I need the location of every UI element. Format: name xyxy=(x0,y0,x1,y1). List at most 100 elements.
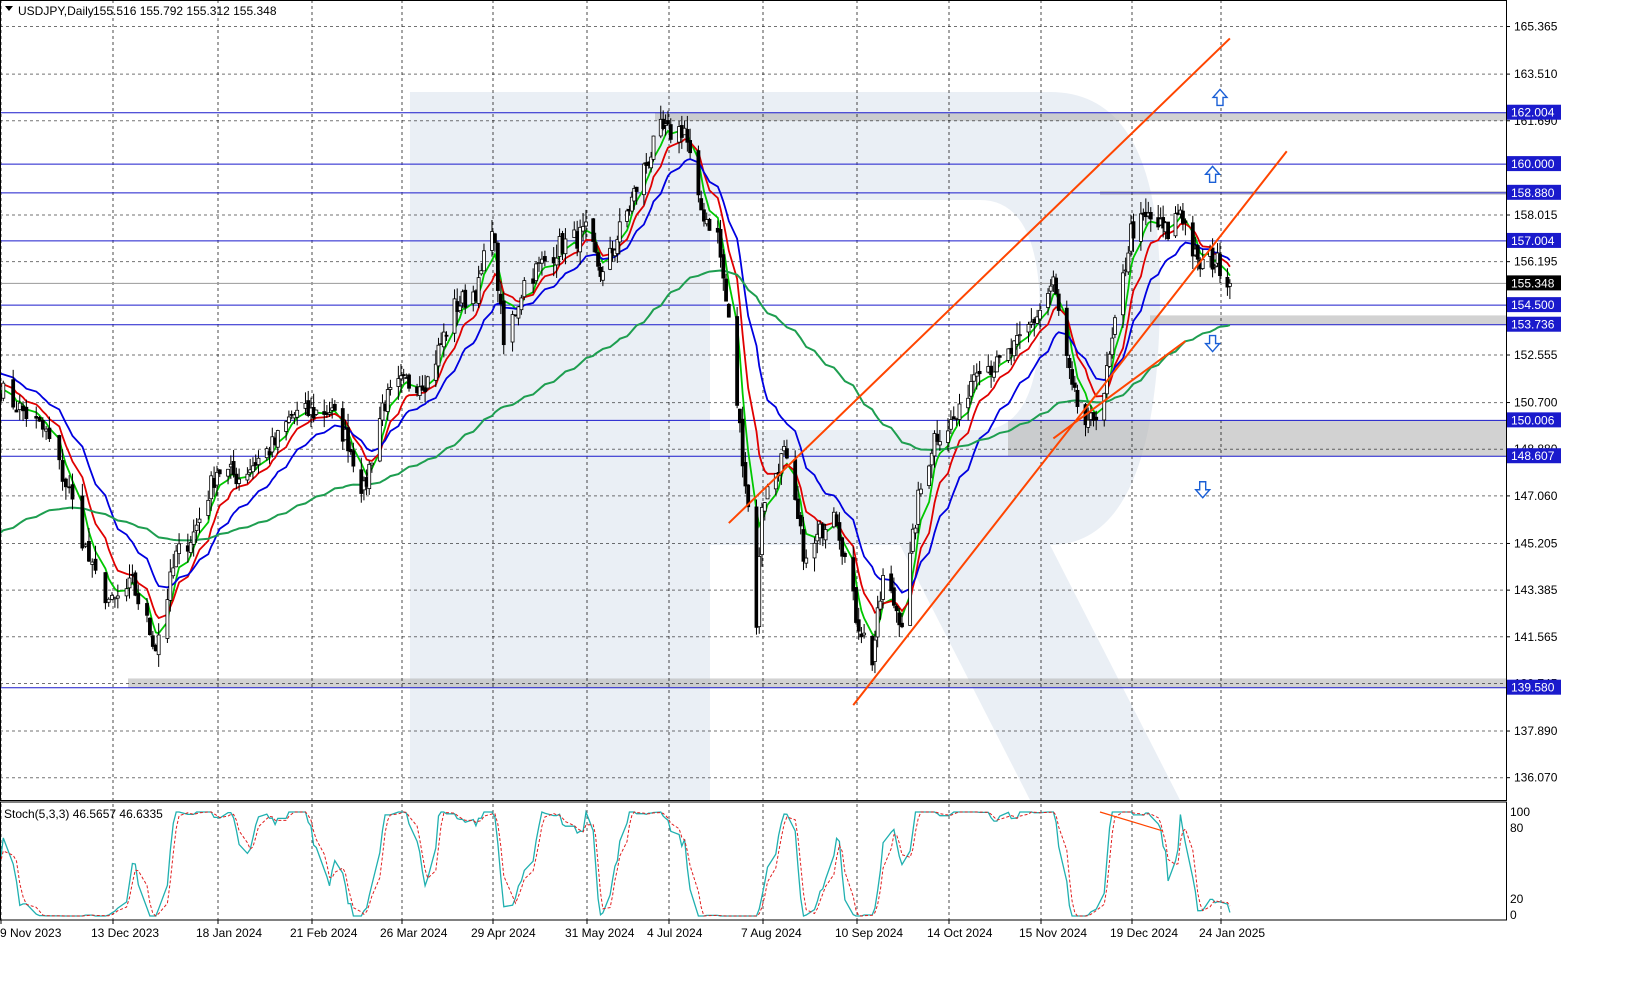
candle-body xyxy=(1075,389,1080,407)
candle-body xyxy=(115,595,120,599)
candle-body xyxy=(531,278,536,284)
candle-body xyxy=(369,462,374,466)
candle-body xyxy=(396,378,401,387)
candle-body xyxy=(231,461,236,476)
candle-body xyxy=(894,605,899,612)
candle-body xyxy=(17,402,22,410)
candle-body xyxy=(1029,321,1034,325)
candle-body xyxy=(425,376,430,389)
stochastic-divergence-line xyxy=(1099,811,1163,832)
collapse-triangle-icon[interactable] xyxy=(5,6,13,11)
stoch-level-20: 20 xyxy=(1510,892,1524,906)
candle-body xyxy=(165,599,170,639)
candle-body xyxy=(1190,222,1195,257)
candle-body xyxy=(743,462,748,487)
candle-body xyxy=(948,419,953,430)
time-tick-label: 26 Mar 2024 xyxy=(380,926,448,940)
candle-body xyxy=(34,416,39,419)
level-price-box xyxy=(1507,448,1561,464)
candle-body xyxy=(40,419,45,430)
candle-body xyxy=(966,397,971,409)
candle-body xyxy=(188,542,193,554)
candle-body xyxy=(251,465,255,473)
trend-channel[interactable] xyxy=(728,37,1288,706)
price-axis: 165.365163.510161.690158.015156.195152.5… xyxy=(1506,20,1561,785)
candle-body xyxy=(133,572,138,596)
candle-body xyxy=(812,542,817,559)
candle-body xyxy=(856,619,861,632)
stochastic-main-line xyxy=(0,809,1231,917)
level-price-label: 162.004 xyxy=(1511,106,1555,120)
candle-body xyxy=(1227,282,1232,287)
candle-body xyxy=(881,575,885,600)
candle-body xyxy=(148,617,152,636)
candle-body xyxy=(837,522,842,541)
candle-body xyxy=(840,537,845,557)
candle-body xyxy=(150,635,155,647)
candle-body xyxy=(226,468,230,477)
candle-body xyxy=(593,242,598,253)
candle-body xyxy=(1148,212,1153,220)
candle-body xyxy=(284,421,289,432)
candle-body xyxy=(1056,293,1061,311)
candle-body xyxy=(57,435,62,461)
stoch-panel-border xyxy=(0,801,1507,921)
candle-body xyxy=(332,403,337,411)
candle-body xyxy=(495,242,500,291)
candle-body xyxy=(295,409,300,418)
time-tick-label: 19 Dec 2024 xyxy=(1110,926,1178,940)
candle-body xyxy=(724,278,728,302)
candle-body xyxy=(70,484,75,500)
time-tick-label: 24 Jan 2025 xyxy=(1199,926,1265,940)
down-arrow-icon xyxy=(1204,334,1222,353)
candle-body xyxy=(798,515,803,527)
candle-body xyxy=(873,639,877,662)
candle-body xyxy=(578,226,583,253)
candle-body xyxy=(726,303,731,318)
candle-body xyxy=(63,478,68,488)
zone-band-3 xyxy=(1008,420,1506,457)
candle-body xyxy=(407,374,411,389)
price-tick-label: 165.365 xyxy=(1514,20,1558,34)
candle-body xyxy=(399,375,403,380)
candle-body xyxy=(974,372,979,377)
candle-body xyxy=(1094,416,1099,421)
candle-body xyxy=(444,334,449,337)
candle-body xyxy=(1195,245,1200,260)
candle-body xyxy=(476,277,481,304)
candle-body xyxy=(897,612,902,626)
candle-body xyxy=(168,571,173,601)
level-price-box xyxy=(1507,297,1561,313)
candle-body xyxy=(482,250,486,272)
candle-body xyxy=(735,316,740,406)
candle-body xyxy=(688,140,693,154)
candle-body xyxy=(1054,277,1058,295)
candle-body xyxy=(1218,253,1222,277)
candle-body xyxy=(651,135,656,160)
candle-body xyxy=(862,632,867,636)
level-price-label: 154.500 xyxy=(1511,298,1555,312)
candle-body xyxy=(696,150,701,196)
candle-body xyxy=(910,528,915,552)
candle-body xyxy=(1017,334,1022,337)
candle-body xyxy=(1107,353,1112,367)
price-tick-label: 158.015 xyxy=(1514,208,1558,222)
price-tick-label: 141.565 xyxy=(1514,630,1558,644)
candle-body xyxy=(385,389,390,412)
candle-body xyxy=(1113,317,1117,335)
price-tick-label: 150.700 xyxy=(1514,396,1558,410)
candle-body xyxy=(1225,276,1230,288)
candle-body xyxy=(1183,220,1188,223)
panel-frames xyxy=(0,0,1507,921)
level-price-box xyxy=(1507,412,1561,428)
stochastic-label: Stoch(5,3,3) 46.5657 46.6335 xyxy=(4,807,163,821)
candle-body xyxy=(24,406,29,419)
candle-body xyxy=(519,297,524,311)
candle-body xyxy=(1102,392,1107,421)
time-tick-label: 18 Jan 2024 xyxy=(196,926,262,940)
candle-body xyxy=(1067,357,1072,369)
candle-body xyxy=(916,489,921,525)
candle-body xyxy=(913,527,918,534)
